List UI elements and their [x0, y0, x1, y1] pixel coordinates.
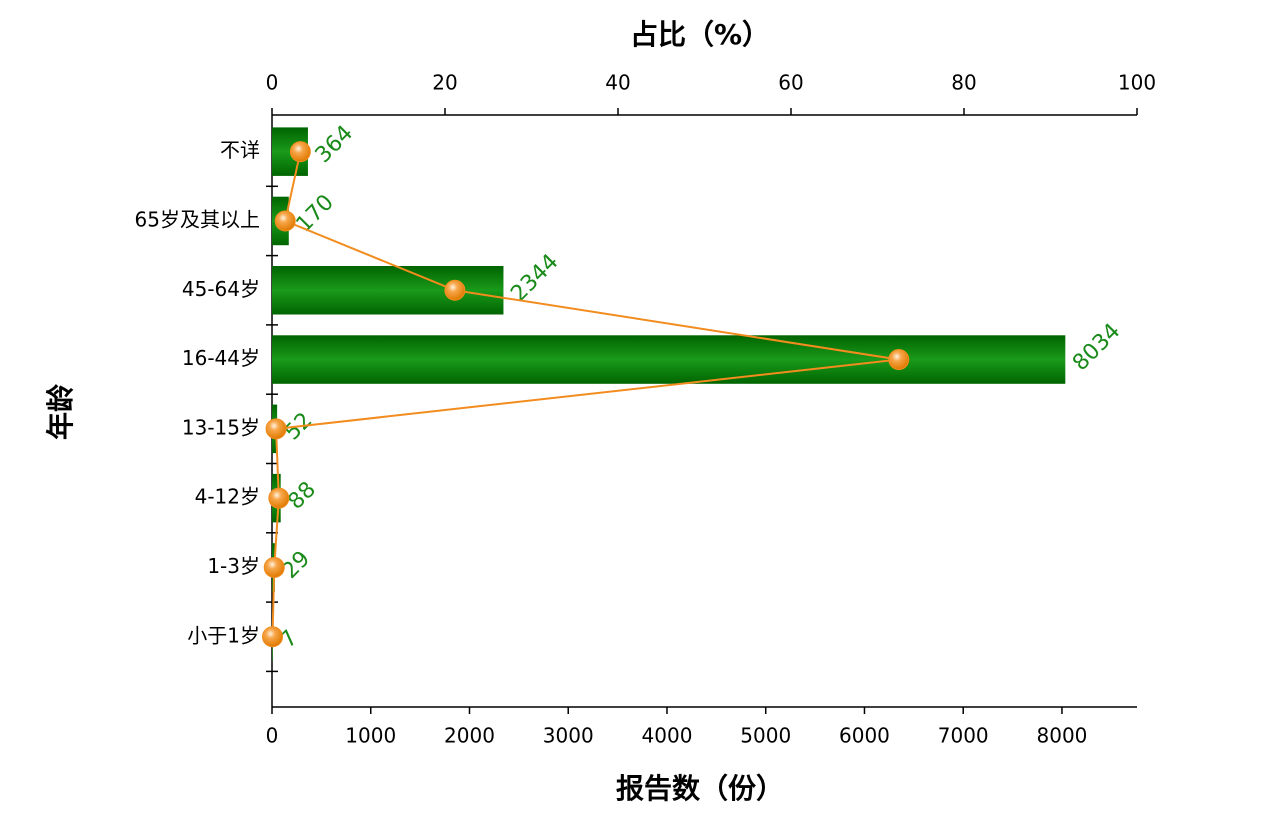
bar — [272, 265, 504, 315]
value-label: 8034 — [1068, 319, 1125, 376]
value-label: 364 — [311, 121, 358, 168]
percent-point — [888, 349, 910, 371]
bar — [272, 335, 1066, 384]
value-label: 88 — [283, 477, 320, 514]
x-tick-label: 7000 — [938, 724, 989, 748]
x2-tick-label: 60 — [778, 71, 803, 95]
percent-point — [262, 626, 284, 648]
x-tick-label: 4000 — [642, 724, 693, 748]
percent-point — [274, 210, 296, 232]
value-label: 170 — [292, 190, 339, 237]
percent-point — [268, 487, 290, 509]
x2-tick-label: 0 — [266, 71, 279, 95]
x-tick-label: 0 — [266, 724, 279, 748]
x2-tick-label: 80 — [951, 71, 976, 95]
y-tick-label: 45-64岁 — [182, 277, 260, 301]
percent-point — [265, 418, 287, 440]
x-tick-label: 6000 — [839, 724, 890, 748]
percent-point — [289, 141, 311, 163]
y-tick-label: 不详 — [220, 138, 260, 162]
y-tick-label: 1-3岁 — [207, 554, 260, 578]
x-axis-title: 报告数（份） — [616, 772, 784, 805]
y-tick-label: 4-12岁 — [195, 485, 260, 509]
y-axis-title: 年龄 — [44, 383, 77, 440]
x2-tick-label: 20 — [432, 71, 457, 95]
x2-tick-label: 100 — [1118, 71, 1156, 95]
y-tick-label: 16-44岁 — [182, 346, 260, 370]
x2-tick-label: 40 — [605, 71, 630, 95]
x-tick-label: 8000 — [1037, 724, 1088, 748]
percent-line — [271, 151, 899, 637]
percent-point — [444, 279, 466, 301]
x-tick-label: 3000 — [543, 724, 594, 748]
y-tick-label: 小于1岁 — [187, 623, 260, 647]
value-label: 2344 — [506, 249, 563, 306]
x-tick-label: 2000 — [444, 724, 495, 748]
x-tick-label: 5000 — [740, 724, 791, 748]
y-tick-label: 13-15岁 — [182, 415, 260, 439]
x-tick-label: 1000 — [345, 724, 396, 748]
top-axis-title: 占比（%） — [630, 18, 770, 51]
percent-point — [263, 556, 285, 578]
y-tick-label: 65岁及其以上 — [135, 207, 260, 231]
